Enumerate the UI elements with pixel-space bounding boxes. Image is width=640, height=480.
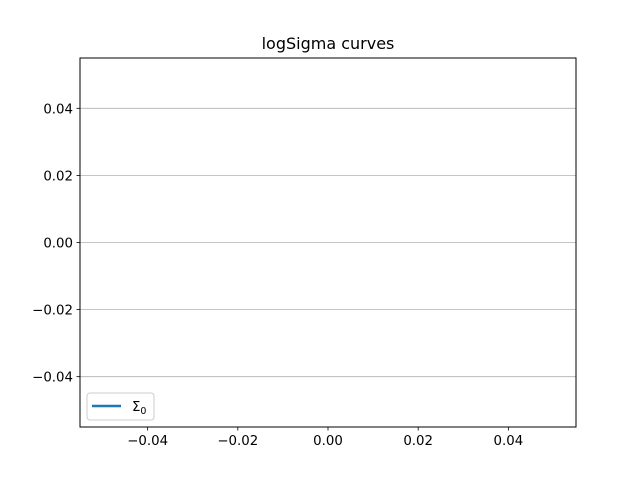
y-tick-label: −0.02 bbox=[32, 304, 73, 319]
legend-series-label: Σ0 bbox=[132, 400, 146, 417]
y-axis: 0.04 0.02 0.00 −0.02 −0.04 bbox=[32, 102, 80, 386]
legend-series-name: Σ bbox=[132, 400, 140, 415]
x-tick-label: 0.04 bbox=[494, 434, 524, 449]
chart-title: logSigma curves bbox=[262, 34, 395, 53]
legend-series-subscript: 0 bbox=[140, 406, 146, 417]
x-tick-label: 0.00 bbox=[313, 434, 343, 449]
x-tick-label: −0.02 bbox=[217, 434, 258, 449]
x-tick-label: −0.04 bbox=[127, 434, 168, 449]
y-tick-label: 0.02 bbox=[43, 169, 73, 184]
y-tick-label: 0.00 bbox=[43, 237, 73, 252]
x-axis: −0.04 −0.02 0.00 0.02 0.04 bbox=[127, 427, 523, 449]
x-tick-label: 0.02 bbox=[403, 434, 433, 449]
y-tick-label: 0.04 bbox=[43, 102, 73, 117]
y-grid bbox=[80, 107, 576, 378]
y-tick-label: −0.04 bbox=[32, 371, 73, 386]
legend: Σ0 bbox=[86, 392, 155, 421]
